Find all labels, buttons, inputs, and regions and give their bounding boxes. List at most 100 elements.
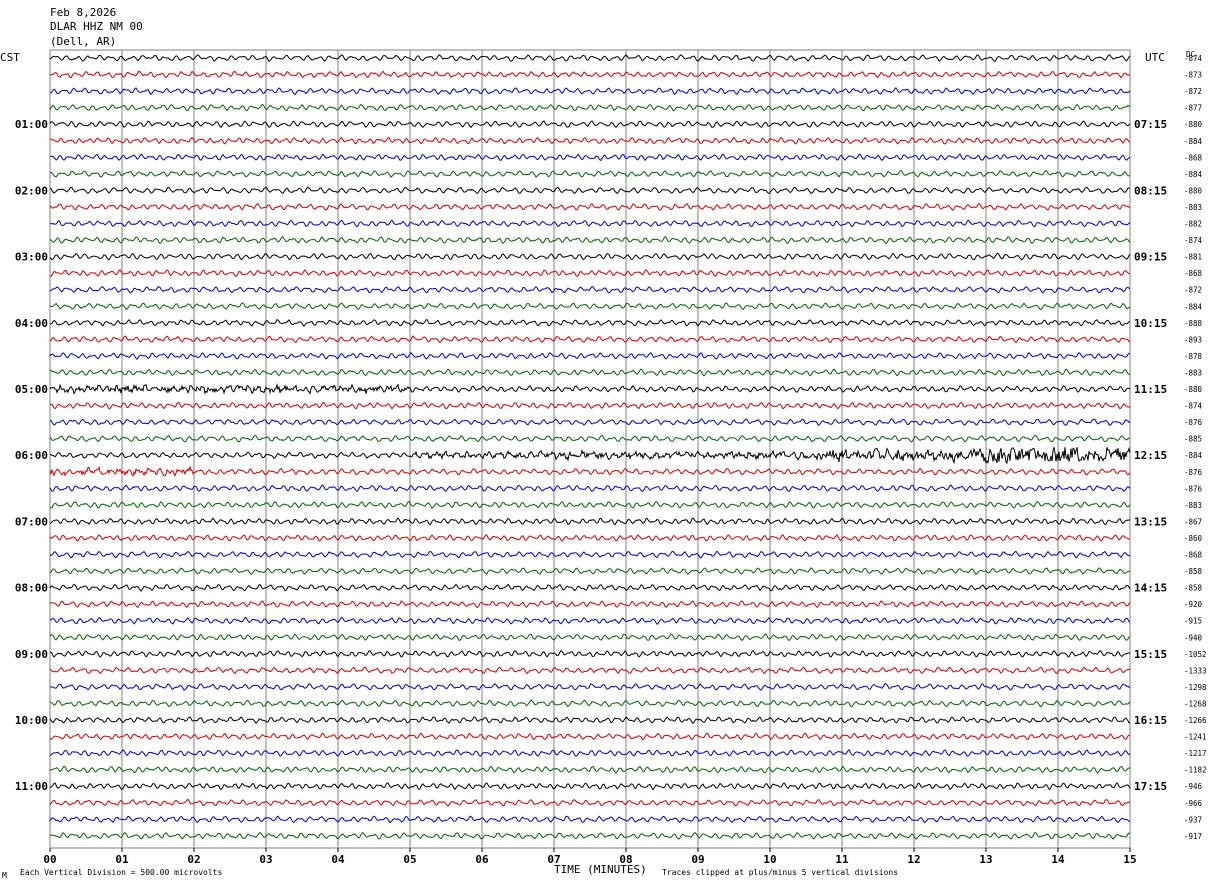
dc-offset-label: -876 xyxy=(1184,468,1203,477)
trace-line xyxy=(49,136,1131,145)
trace-line xyxy=(49,286,1131,294)
dc-offset-label: -1333 xyxy=(1184,666,1207,675)
x-tick-label: 11 xyxy=(835,853,849,866)
utc-hour-label: 15:15 xyxy=(1134,648,1167,661)
dc-offset-label: -1241 xyxy=(1184,733,1207,742)
dc-offset-label: -872 xyxy=(1184,87,1202,96)
trace-line xyxy=(49,351,1131,360)
dc-offset-label: -868 xyxy=(1184,269,1203,278)
trace-line xyxy=(49,798,1131,807)
dc-offset-label: -884 xyxy=(1184,170,1203,179)
dc-offset-label: -881 xyxy=(1184,253,1202,262)
trace-line xyxy=(49,446,1131,465)
dc-offset-label: -885 xyxy=(1184,435,1202,444)
dc-offset-label: -920 xyxy=(1184,600,1203,609)
dc-offset-label: -873 xyxy=(1184,71,1202,80)
clip-note: Traces clipped at plus/minus 5 vertical … xyxy=(662,868,898,877)
trace-line xyxy=(49,534,1131,542)
trace-line xyxy=(49,765,1131,774)
dc-offset-label: -874 xyxy=(1184,402,1203,411)
trace-line xyxy=(49,269,1130,278)
x-tick-label: 04 xyxy=(331,853,345,866)
trace-line xyxy=(49,633,1131,642)
utc-hour-label: 17:15 xyxy=(1134,780,1167,793)
logo-mark: M xyxy=(2,871,7,880)
x-tick-label: 00 xyxy=(43,853,56,866)
cst-hour-label: 11:00 xyxy=(15,780,48,793)
dc-offset-label: -1268 xyxy=(1184,699,1207,708)
header-date: Feb 8,2026 xyxy=(50,6,116,19)
utc-hour-labels: 07:15 08:15 09:15 10:15 11:15 12:15 13:15 14:15… xyxy=(1134,118,1167,793)
trace-line xyxy=(49,484,1131,493)
cst-hour-label: 02:00 xyxy=(15,184,48,197)
dc-offset-label: -876 xyxy=(1184,484,1203,493)
cst-hour-label: 03:00 xyxy=(15,251,48,264)
x-tick-label: 14 xyxy=(1051,853,1065,866)
x-tick-label: 15 xyxy=(1123,853,1136,866)
seismic-traces xyxy=(49,54,1131,840)
x-tick-label: 03 xyxy=(259,853,272,866)
dc-offset-label: -917 xyxy=(1184,832,1202,841)
header-location: (Dell, AR) xyxy=(50,35,116,48)
trace-line xyxy=(49,302,1131,311)
trace-line xyxy=(49,252,1131,261)
dc-offset-label: -883 xyxy=(1184,368,1202,377)
dc-offset-label: -1266 xyxy=(1184,716,1207,725)
dc-offset-label: -966 xyxy=(1184,799,1203,808)
trace-line xyxy=(49,616,1131,625)
x-tick-label: 13 xyxy=(979,853,992,866)
utc-hour-label: 14:15 xyxy=(1134,582,1167,595)
trace-line xyxy=(49,716,1130,725)
trace-line xyxy=(50,87,1131,96)
dc-offset-label: -880 xyxy=(1184,186,1203,195)
dc-offset-label: -888 xyxy=(1184,319,1203,328)
dc-offset-label: -878 xyxy=(1184,352,1203,361)
x-axis-title: TIME (MINUTES) xyxy=(554,863,647,876)
dc-offset-label: -884 xyxy=(1184,137,1203,146)
trace-line xyxy=(49,382,1131,395)
dc-offset-label: -1217 xyxy=(1184,749,1207,758)
left-timezone-label: CST xyxy=(0,51,20,64)
trace-line xyxy=(49,517,1131,526)
x-tick-label: 07 xyxy=(547,853,560,866)
trace-line xyxy=(49,418,1131,426)
dc-offset-label: -858 xyxy=(1184,567,1203,576)
trace-line xyxy=(49,699,1131,708)
cst-hour-labels: 01:00 02:00 03:00 04:00 05:00 06:00 07:00 08:00… xyxy=(15,118,48,793)
plot-grid xyxy=(49,49,1131,849)
cst-hour-label: 08:00 xyxy=(15,582,48,595)
trace-line xyxy=(49,465,1131,477)
trace-line xyxy=(49,120,1131,129)
right-timezone-label: UTC xyxy=(1145,51,1165,64)
dc-offset-label: -884 xyxy=(1184,302,1203,311)
cst-hour-label: 05:00 xyxy=(15,383,48,396)
dc-offset-label: -880 xyxy=(1184,120,1203,129)
x-tick-label: 01 xyxy=(115,853,129,866)
trace-line xyxy=(49,368,1131,377)
dc-offset-label: -1052 xyxy=(1184,650,1207,659)
trace-line xyxy=(49,186,1131,195)
utc-hour-label: 10:15 xyxy=(1134,317,1167,330)
trace-line xyxy=(49,500,1131,509)
x-tick-label: 06 xyxy=(475,853,489,866)
dc-offset-label: -884 xyxy=(1184,451,1203,460)
trace-line xyxy=(49,70,1131,79)
dc-offset-label: -946 xyxy=(1184,782,1203,791)
plot-frame xyxy=(49,49,1131,849)
utc-hour-label: 09:15 xyxy=(1134,251,1167,264)
x-tick-label: 09 xyxy=(691,853,704,866)
dc-offset-label: -874 xyxy=(1184,54,1203,63)
trace-line xyxy=(49,666,1131,675)
x-tick-label: 12 xyxy=(907,853,920,866)
trace-line xyxy=(49,202,1131,212)
dc-offset-label: -860 xyxy=(1184,534,1203,543)
cst-hour-label: 01:00 xyxy=(15,118,48,131)
x-tick-label: 08 xyxy=(619,853,632,866)
dc-offset-label: -868 xyxy=(1184,551,1203,560)
dc-offset-label: -883 xyxy=(1184,203,1202,212)
dc-offset-label: -937 xyxy=(1184,815,1202,824)
trace-line xyxy=(49,550,1131,559)
trace-line xyxy=(49,567,1131,576)
dc-offset-label: -883 xyxy=(1184,501,1202,510)
